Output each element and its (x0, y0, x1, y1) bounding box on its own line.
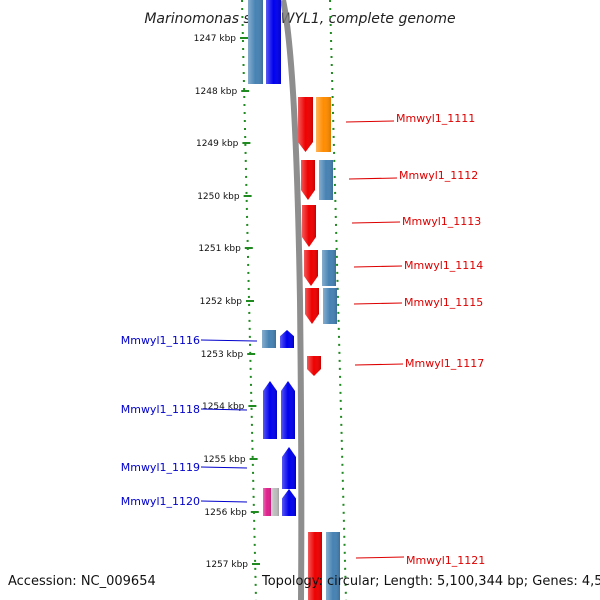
gene-arrow (302, 205, 316, 247)
gene-label-forward[interactable]: Mmwyl1_1115 (404, 296, 483, 309)
gene-block (316, 97, 331, 152)
gene-block (263, 488, 271, 516)
tick-label: 1254 kbp (202, 402, 245, 412)
gene-label-forward[interactable]: Mmwyl1_1112 (399, 169, 478, 182)
tick-label: 1247 kbp (194, 34, 237, 44)
tick-label: 1257 kbp (206, 560, 249, 570)
gene-label-reverse[interactable]: Mmwyl1_1118 (121, 403, 200, 416)
label-leader-line (200, 339, 258, 342)
genome-title: Marinomonas sp. MWYL1, complete genome (144, 11, 455, 27)
genome-backbone (280, 0, 305, 600)
tick-label: 1250 kbp (197, 192, 240, 202)
gene-arrow (298, 97, 313, 152)
label-leader-line (353, 302, 403, 305)
accession-text: Accession: NC_009654 (8, 574, 156, 589)
topology-text: Topology: circular; Length: 5,100,344 bp… (262, 574, 600, 589)
gene-block (262, 330, 276, 348)
tick-label: 1252 kbp (200, 297, 243, 307)
gene-arrow (263, 381, 277, 439)
gene-block (326, 532, 340, 600)
gene-arrow (301, 160, 315, 200)
kbp-ticks: 1247 kbp 1248 kbp 1249 kbp 1250 kbp 1251 kbp… (194, 34, 260, 570)
label-leader-line (200, 408, 248, 411)
tick-label: 1251 kbp (198, 244, 241, 254)
label-leader-line (355, 556, 405, 559)
gene-block (323, 288, 337, 324)
gene-label-reverse[interactable]: Mmwyl1_1116 (121, 334, 200, 347)
label-leader-line (200, 500, 248, 503)
label-leader-line (348, 177, 398, 180)
gene-block (308, 532, 322, 600)
label-leader-line (354, 363, 404, 366)
tick-label: 1248 kbp (195, 87, 238, 97)
gene-arrow (280, 330, 294, 348)
gene-label-forward[interactable]: Mmwyl1_1113 (402, 215, 481, 228)
gene-label-forward[interactable]: Mmwyl1_1121 (406, 554, 485, 567)
gene-label-forward[interactable]: Mmwyl1_1117 (405, 357, 484, 370)
tick-label: 1249 kbp (196, 139, 239, 149)
gene-label-reverse[interactable]: Mmwyl1_1119 (121, 461, 200, 474)
gene-label-forward[interactable]: Mmwyl1_1111 (396, 112, 475, 125)
gene-arrow (281, 381, 295, 439)
label-leader-line (353, 265, 403, 268)
label-leader-line (345, 120, 395, 123)
gene-arrow (307, 356, 321, 376)
gene-label-reverse[interactable]: Mmwyl1_1120 (121, 495, 200, 508)
label-leader-line (200, 466, 248, 469)
label-leader-line (351, 221, 401, 224)
gene-block (248, 0, 263, 84)
tick-label: 1256 kbp (204, 508, 247, 518)
gene-block (322, 250, 336, 286)
tick-label: 1253 kbp (201, 350, 244, 360)
gene-arrow (282, 447, 296, 489)
gene-block (319, 160, 333, 200)
gene-arrow (305, 288, 319, 324)
gene-arrow (304, 250, 318, 286)
gene-block (266, 0, 281, 84)
gene-block (271, 488, 279, 516)
genes (248, 0, 340, 600)
gene-labels: Mmwyl1_1111 Mmwyl1_1112 Mmwyl1_1113 Mmwyl1_… (121, 112, 486, 567)
gene-arrow (282, 489, 296, 516)
gene-label-forward[interactable]: Mmwyl1_1114 (404, 259, 483, 272)
tick-label: 1255 kbp (203, 455, 246, 465)
